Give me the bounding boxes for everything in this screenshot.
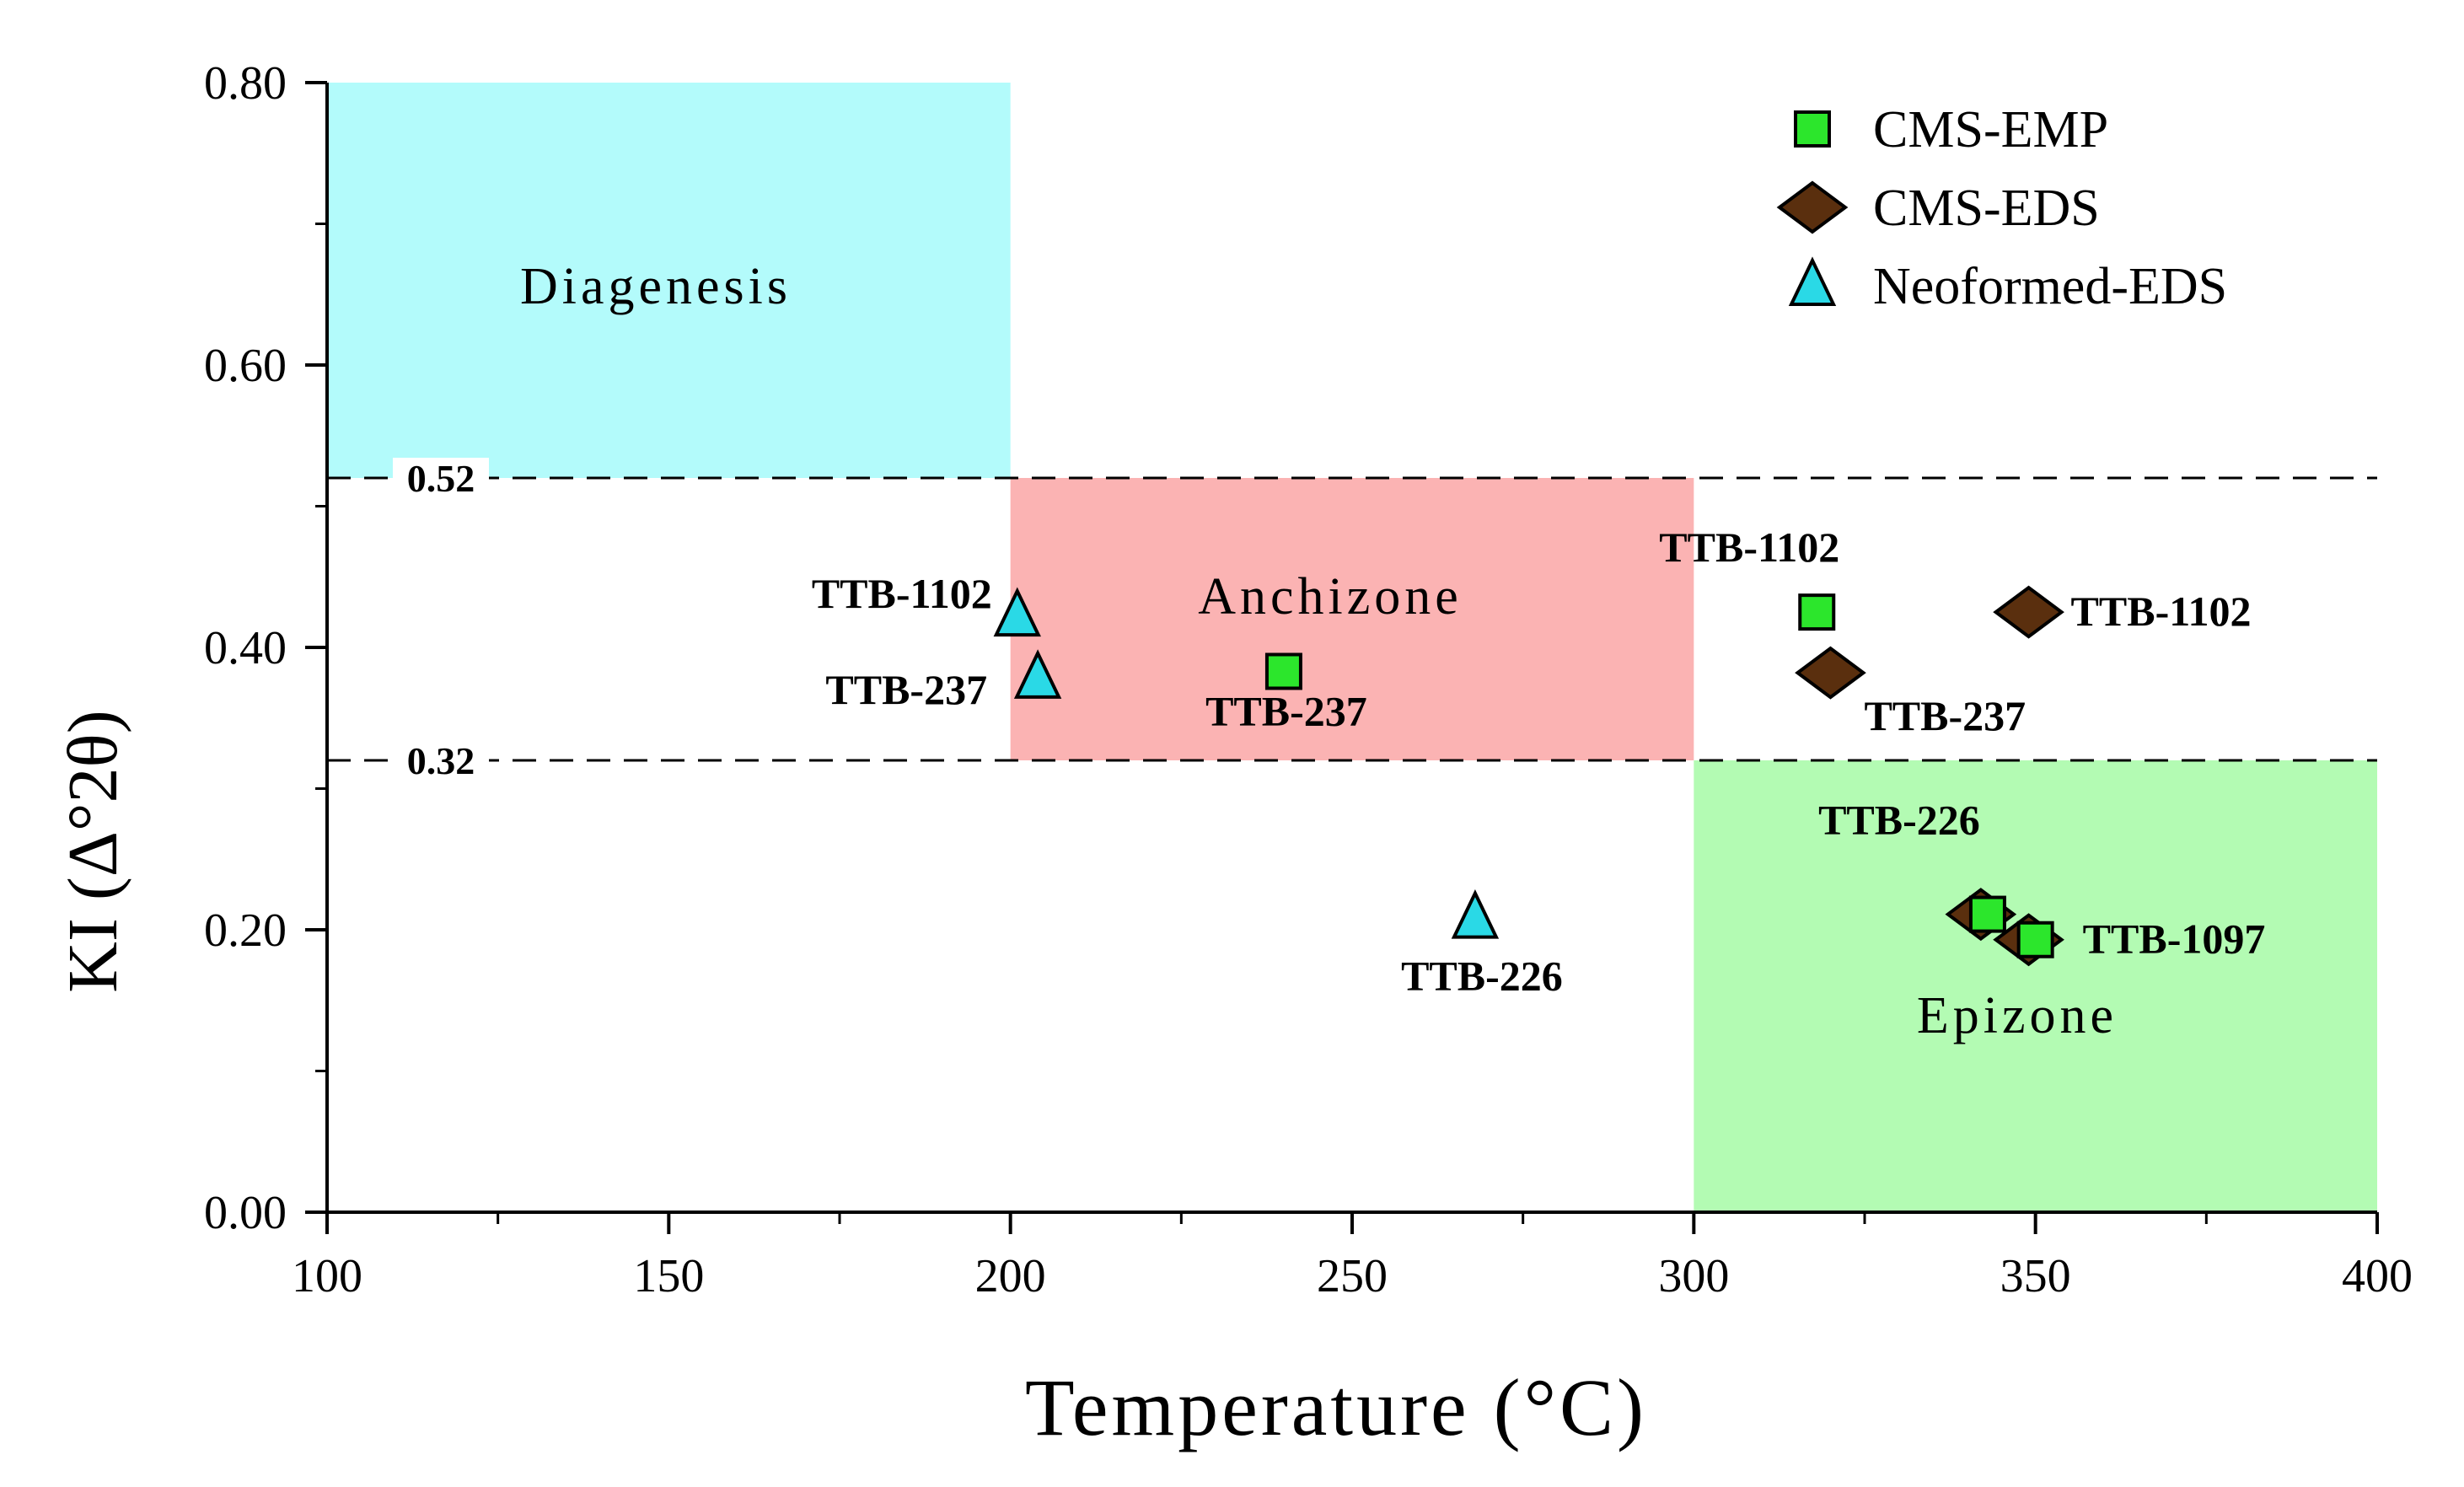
x-tick-label: 300	[1658, 1250, 1729, 1302]
point-cms-emp-3	[2016, 921, 2054, 958]
y-tick-label: 0.60	[204, 340, 287, 392]
legend-marker-cms-eds	[1776, 180, 1849, 234]
point-cms-emp-0	[1798, 593, 1836, 631]
point-label-cms-emp-3: TTB-1097	[2083, 915, 2266, 963]
point-label-cms-emp-1: TTB-237	[1205, 687, 1367, 734]
axes: 0.00 0.20 0.40 0.60 0.80 100 150 200 250 300 350 40…	[204, 57, 2413, 1302]
y-tick-label: 0.20	[204, 905, 287, 957]
point-cms-eds-0	[1993, 585, 2064, 639]
point-label-cms-eds-0: TTB-1102	[2071, 588, 2252, 635]
y-tick-label: 0.00	[204, 1187, 287, 1239]
x-tick-label: 350	[2000, 1250, 2071, 1302]
legend-marker-neoformed-eds	[1788, 256, 1837, 306]
point-labels: TTB-1102 TTB-237 TTB-226 TTB-1102 TTB-237 TTB…	[812, 523, 2266, 999]
x-axis-title: Temperature (°C)	[1025, 1362, 1647, 1452]
zone-epizone	[1694, 760, 2377, 1212]
zone-label-anchizone: Anchizone	[1198, 568, 1463, 625]
point-label-neoformed-eds-1: TTB-237	[825, 666, 987, 713]
legend-label-cms-emp: CMS-EMP	[1873, 101, 2108, 158]
legend: CMS-EMP CMS-EDS Neoformed-EDS	[1776, 101, 2227, 315]
y-axis-title: KI (Δ°2θ)	[54, 710, 132, 992]
ref-label-0.32: 0.32	[407, 739, 475, 782]
ref-label-0.52: 0.52	[407, 457, 475, 500]
legend-label-cms-eds: CMS-EDS	[1873, 180, 2100, 237]
ref-label-bg-0.52	[393, 458, 489, 498]
y-tick-label: 0.40	[204, 622, 287, 674]
point-label-cms-emp-0: TTB-1102	[1659, 523, 1839, 571]
point-cms-emp-2	[1968, 895, 2006, 933]
zone-anchizone	[1010, 478, 1694, 760]
point-neoformed-eds-1	[1013, 649, 1062, 699]
point-cms-eds-1	[1795, 646, 1866, 700]
y-tick-label: 0.80	[204, 57, 287, 110]
x-tick-label: 150	[633, 1250, 704, 1302]
point-label-neoformed-eds-2: TTB-226	[1401, 953, 1563, 1000]
x-tick-label: 250	[1317, 1250, 1388, 1302]
zone-label-diagenesis: Diagenesis	[520, 258, 792, 315]
zone-label-epizone: Epizone	[1917, 987, 2118, 1044]
legend-label-neoformed-eds: Neoformed-EDS	[1873, 258, 2227, 315]
point-label-cms-emp-2: TTB-226	[1818, 797, 1980, 844]
x-tick-label: 200	[975, 1250, 1046, 1302]
reference-lines: 0.52 0.32	[327, 457, 2377, 782]
point-neoformed-eds-2	[1451, 888, 1500, 939]
zone-diagenesis	[327, 83, 1011, 478]
point-cms-emp-1	[1264, 652, 1302, 690]
x-tick-label: 100	[292, 1250, 362, 1302]
legend-marker-cms-emp	[1794, 110, 1831, 148]
x-tick-label: 400	[2342, 1250, 2413, 1302]
ref-label-bg-0.32	[393, 740, 489, 781]
point-label-neoformed-eds-0: TTB-1102	[812, 570, 992, 617]
point-neoformed-eds-0	[993, 587, 1041, 637]
zones-layer: Diagenesis Anchizone Epizone	[327, 83, 2377, 1212]
data-points	[993, 585, 2064, 967]
point-label-cms-eds-1: TTB-237	[1864, 692, 2026, 739]
